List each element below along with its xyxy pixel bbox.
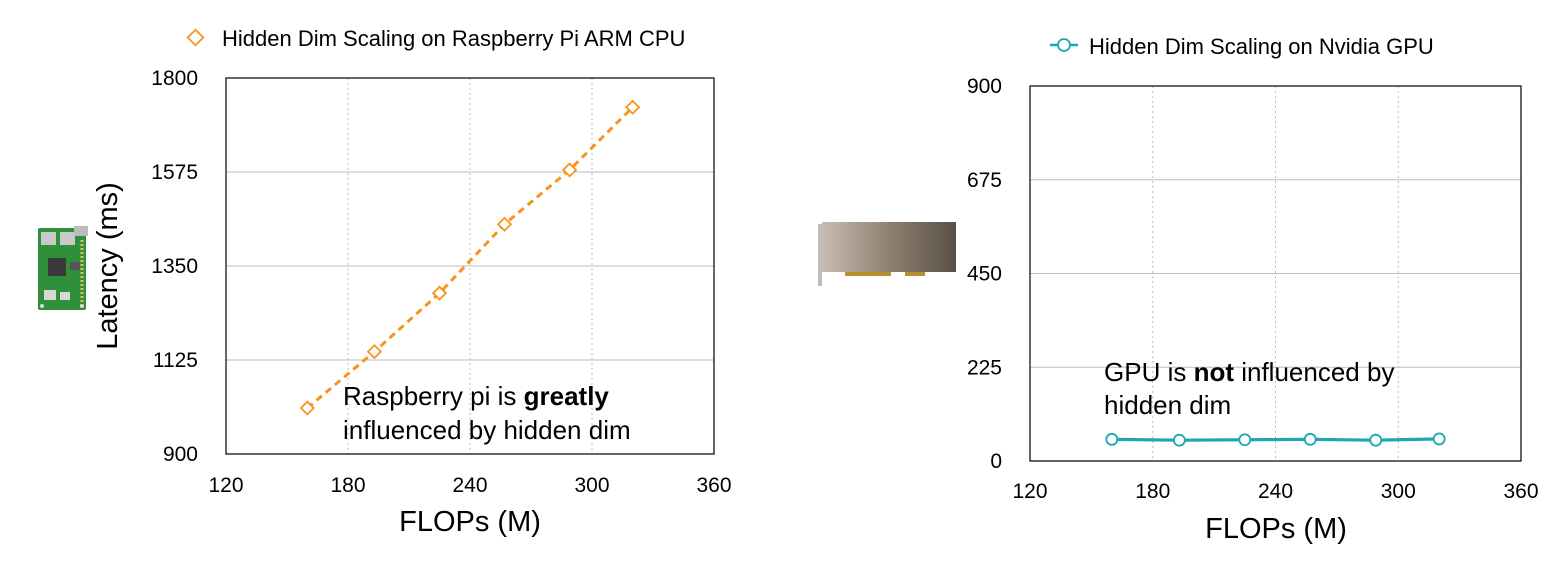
gpu-y-tick-label: 225 [967, 356, 1002, 379]
gpu-x-tick-label: 180 [1135, 480, 1170, 503]
cpu-y-tick-label: 900 [163, 443, 198, 466]
gpu-data-point [1432, 432, 1446, 446]
gpu-legend: Hidden Dim Scaling on Nvidia GPU [1050, 34, 1434, 59]
gpu-annotation-line2: hidden dim [1104, 390, 1231, 420]
nvidia-gpu-card-icon [818, 222, 956, 286]
gpu-y-tick-label: 450 [967, 263, 1002, 286]
gpu-y-tick-label: 900 [967, 75, 1002, 98]
gpu-x-tick-label: 360 [1503, 480, 1538, 503]
cpu-y-axis-title: Latency (ms) [92, 182, 124, 350]
cpu-x-axis-title: FLOPs (M) [399, 506, 541, 538]
cpu-annotation-line1: Raspberry pi is greatly [343, 381, 609, 411]
gpu-annotation-text: GPU is [1104, 357, 1194, 387]
gpu-y-tick-label: 675 [967, 169, 1002, 192]
gpu-annotation-bold: not [1194, 357, 1235, 387]
cpu-data-point [299, 400, 315, 416]
gpu-data-point [1172, 433, 1186, 447]
cpu-x-tick-label: 360 [696, 474, 731, 497]
cpu-y-tick-label: 1125 [153, 349, 198, 372]
cpu-x-tick-label: 120 [208, 474, 243, 497]
cpu-data-point [366, 344, 383, 360]
cpu-legend-label: Hidden Dim Scaling on Raspberry Pi ARM C… [222, 26, 685, 51]
raspberry-pi-board-icon [38, 226, 88, 310]
cpu-plot-frame [225, 77, 715, 455]
cpu-series-line [306, 106, 634, 410]
cpu-legend: Hidden Dim Scaling on Raspberry Pi ARM C… [186, 26, 685, 51]
cpu-x-tick-label: 240 [452, 474, 487, 497]
gpu-x-axis-title: FLOPs (M) [1205, 513, 1347, 545]
cpu-legend-marker [186, 28, 205, 47]
cpu-y-tick-label: 1575 [151, 161, 198, 184]
gpu-data-point [1105, 432, 1119, 446]
cpu-y-tick-label: 1350 [151, 255, 198, 278]
cpu-x-tick-label: 180 [330, 474, 365, 497]
gpu-data-point [1369, 433, 1383, 447]
cpu-annotation-bold: greatly [524, 381, 610, 411]
gpu-x-tick-label: 300 [1381, 480, 1416, 503]
cpu-data-point [625, 99, 641, 115]
gpu-x-tick-label: 120 [1012, 480, 1047, 503]
gpu-annotation-text-after: influenced by [1234, 357, 1394, 387]
gpu-annotation-line1: GPU is not influenced by [1104, 357, 1394, 387]
cpu-x-tick-label: 300 [574, 474, 609, 497]
cpu-data-point [496, 216, 513, 232]
gpu-legend-marker [1057, 38, 1071, 52]
gpu-plot-frame [1029, 85, 1522, 462]
cpu-y-tick-label: 1800 [151, 67, 198, 90]
cpu-annotation-line2: influenced by hidden dim [343, 415, 631, 445]
gpu-x-tick-label: 240 [1258, 480, 1293, 503]
gpu-data-point [1238, 433, 1252, 447]
gpu-legend-label: Hidden Dim Scaling on Nvidia GPU [1089, 34, 1434, 59]
gpu-latency-chart: Hidden Dim Scaling on Nvidia GPU FLOPs (… [818, 34, 1539, 545]
gpu-series-line [1111, 437, 1440, 442]
gpu-data-point [1303, 432, 1317, 446]
cpu-latency-chart: Hidden Dim Scaling on Raspberry Pi ARM C… [38, 26, 732, 538]
gpu-y-tick-label: 0 [990, 450, 1002, 473]
cpu-annotation-text: Raspberry pi is [343, 381, 524, 411]
cpu-data-point [431, 285, 448, 301]
cpu-data-point [561, 162, 578, 178]
